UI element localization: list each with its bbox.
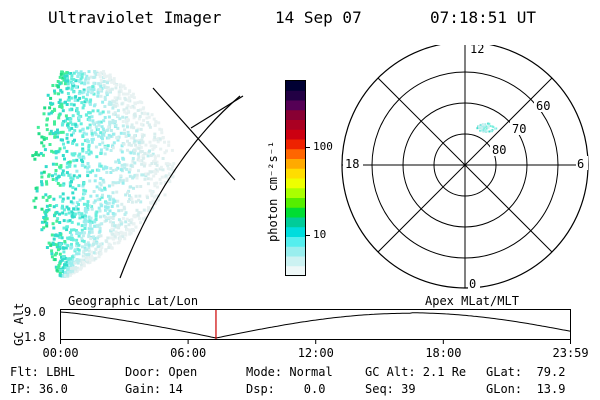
- x-tick-label-4: 23:59: [552, 346, 589, 360]
- x-tick-label-2: 12:00: [297, 346, 334, 360]
- dsp-info: Dsp: 0.0: [246, 382, 326, 396]
- ip-info: IP: 36.0: [10, 382, 68, 396]
- x-tick-label-1: 06:00: [170, 346, 207, 360]
- lat-label-80: 80: [492, 143, 506, 157]
- diagonal-line-b: [377, 77, 553, 253]
- mlt-label-12: 12: [470, 45, 484, 56]
- colorbar-tick-0: 100: [313, 140, 333, 153]
- timeline-x-tick-marks: [60, 339, 571, 344]
- timeline-ytick-top: 9.0: [24, 305, 46, 319]
- gain-info: Gain: 14: [125, 382, 183, 396]
- colorbar-tick-mark-0: [305, 147, 310, 148]
- orbit-altitude-curve: [60, 311, 571, 339]
- glat-info: GLat: 79.2: [486, 365, 566, 379]
- seq-info: Seq: 39: [365, 382, 416, 396]
- time-label: 07:18:51 UT: [430, 8, 536, 27]
- timeline-frame: [60, 309, 571, 340]
- colorbar-tick-mark-1: [305, 235, 310, 236]
- geo-grid-line-a: [152, 87, 236, 181]
- x-tick-label-3: 18:00: [425, 346, 462, 360]
- polar-emission-dots: [476, 122, 498, 133]
- earth-limb-curve: [119, 95, 241, 279]
- aurora-emission-dots: [31, 70, 176, 278]
- colorbar-scale: [286, 81, 305, 277]
- mlt-label-18: 18: [345, 157, 359, 171]
- geographic-caption: Geographic Lat/Lon: [68, 294, 199, 308]
- geographic-image: [31, 70, 244, 279]
- lat-label-70: 70: [512, 122, 526, 136]
- door-info: Door: Open: [125, 365, 198, 379]
- timeline-ytick-bottom: 1.8: [24, 330, 46, 344]
- colorbar-unit-label: photon cm⁻²s⁻¹: [266, 140, 280, 242]
- mlt-label-6: 6: [577, 157, 584, 171]
- filter-info: Flt: LBHL: [10, 365, 76, 379]
- apex-caption: Apex MLat/MLT: [425, 294, 519, 308]
- gc-alt-info: GC Alt: 2.1 Re: [365, 365, 467, 379]
- x-tick-label-0: 00:00: [42, 346, 79, 360]
- colorbar-tick-1: 10: [313, 228, 327, 241]
- date-label: 14 Sep 07: [275, 8, 362, 27]
- lat-label-60: 60: [536, 99, 550, 113]
- polar-mlt-plot: 12 18 6 0 60 70 80: [341, 45, 589, 291]
- mode-info: Mode: Normal: [246, 365, 333, 379]
- orbit-timeline: [60, 309, 571, 344]
- mlt-label-0: 0: [469, 277, 476, 291]
- geo-grid-line-b: [190, 95, 244, 129]
- instrument-title: Ultraviolet Imager: [48, 8, 222, 27]
- glon-info: GLon: 13.9: [486, 382, 566, 396]
